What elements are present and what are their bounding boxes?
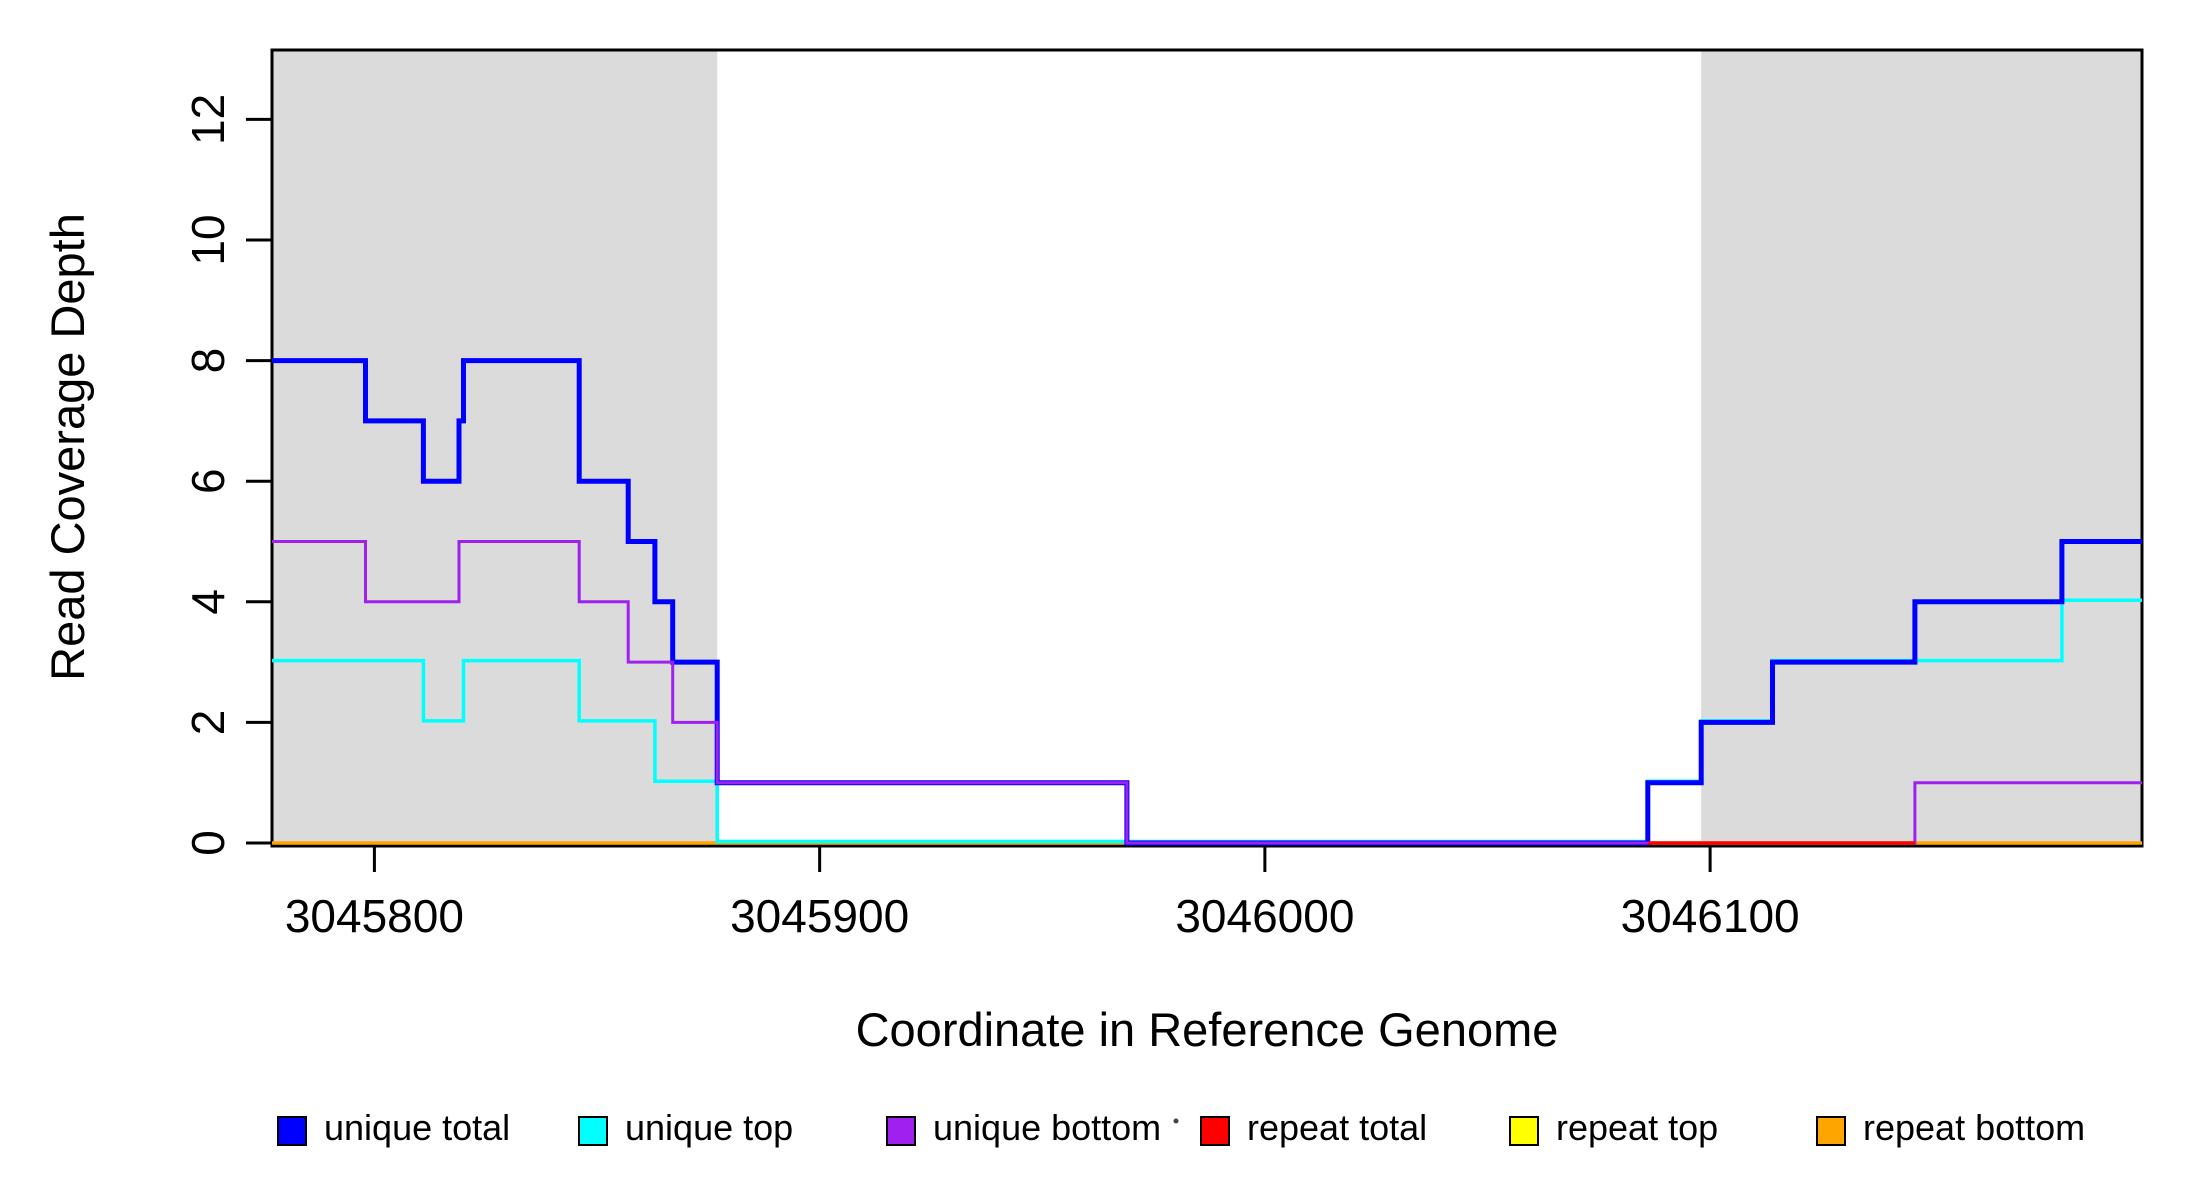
legend-label: repeat bottom xyxy=(1863,1107,2085,1148)
series-line-unique-total xyxy=(272,358,2142,846)
y-tick-label: 12 xyxy=(182,94,234,145)
x-tick-label: 3046000 xyxy=(1175,890,1354,942)
y-tick-label: 6 xyxy=(182,468,234,494)
repeat-region-band xyxy=(1701,51,2142,845)
legend-label: unique bottom xyxy=(933,1107,1161,1148)
x-tick-label: 3045900 xyxy=(730,890,909,942)
legend-swatch-repeat-top xyxy=(1509,1116,1539,1146)
legend-label: repeat total xyxy=(1247,1107,1427,1148)
legend-swatch-repeat-total xyxy=(1200,1116,1230,1146)
repeat-region-band xyxy=(272,51,718,845)
y-axis-title: Read Coverage Depth xyxy=(41,213,94,681)
legend-stray-dot xyxy=(1173,1118,1179,1124)
y-axis: 0 2 4 6 8 10 12 xyxy=(182,94,272,856)
legend-swatch-unique-total xyxy=(277,1116,307,1146)
legend-swatch-unique-bottom xyxy=(886,1116,916,1146)
y-tick-label: 10 xyxy=(182,214,234,265)
plot-border xyxy=(270,48,2144,848)
x-tick-label: 3045800 xyxy=(285,890,464,942)
x-axis: 3045800 3045900 3046000 3046100 xyxy=(285,846,1800,942)
legend-label: unique total xyxy=(324,1107,510,1148)
legend-label: repeat top xyxy=(1556,1107,1718,1148)
legend: unique total unique top unique bottom repea… xyxy=(277,1107,2085,1148)
legend-swatch-repeat-bottom xyxy=(1816,1116,1846,1146)
y-tick-label: 8 xyxy=(182,348,234,374)
x-tick-label: 3046100 xyxy=(1621,890,1800,942)
y-tick-label: 2 xyxy=(182,710,234,736)
x-axis-title: Coordinate in Reference Genome xyxy=(856,1003,1559,1056)
legend-label: unique top xyxy=(625,1107,793,1148)
shaded-repeat-regions xyxy=(272,51,2142,845)
y-tick-label: 0 xyxy=(182,830,234,856)
y-tick-label: 4 xyxy=(182,589,234,615)
legend-swatch-unique-top xyxy=(578,1116,608,1146)
series-line-unique-bottom xyxy=(272,540,2142,845)
coverage-series xyxy=(272,358,2142,846)
